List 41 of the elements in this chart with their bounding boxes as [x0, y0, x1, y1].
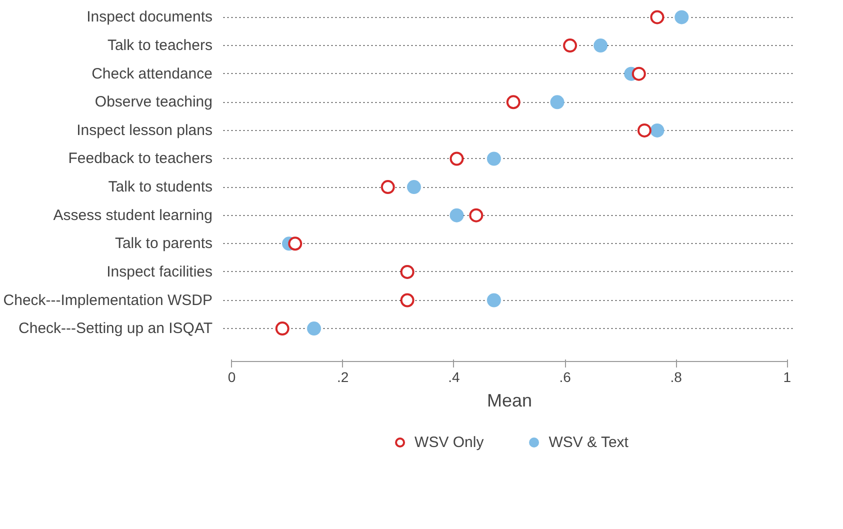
point: [563, 38, 578, 53]
y-tick-label: Check---Setting up an ISQAT: [18, 320, 212, 338]
y-tick-label: Check---Implementation WSDP: [3, 292, 213, 309]
point: [632, 66, 646, 81]
point: [486, 293, 501, 308]
y-tick-label: Talk to parents: [114, 235, 213, 252]
y-tick-label: Inspect documents: [86, 8, 213, 26]
y-tick-label: Inspect lesson plans: [76, 122, 213, 139]
x-axis-title: Mean: [486, 390, 532, 410]
point: [637, 123, 652, 138]
y-tick-label: Inspect facilities: [106, 263, 213, 280]
x-tick-label: .6: [559, 369, 572, 386]
point: [450, 152, 464, 166]
x-tick-label: 0: [228, 369, 236, 386]
y-tick-label: Talk to teachers: [107, 37, 213, 54]
point: [550, 95, 564, 110]
legend-label: WSV Only: [414, 434, 484, 450]
point: [469, 208, 484, 222]
point: [486, 152, 501, 166]
y-tick-label: Feedback to teachers: [68, 150, 213, 168]
y-tick-label: Check attendance: [92, 65, 213, 82]
point: [400, 293, 414, 308]
point: [406, 180, 421, 194]
x-tick-label: .2: [337, 369, 349, 386]
point: [275, 322, 290, 336]
point: [650, 123, 664, 138]
point: [380, 180, 395, 194]
point: [506, 95, 520, 110]
point: [450, 208, 464, 222]
x-tick-label: 1: [783, 369, 792, 386]
x-tick-label: .4: [448, 369, 460, 386]
point: [594, 38, 608, 53]
y-tick-label: Talk to students: [108, 178, 213, 196]
legend-label: WSV & Text: [548, 434, 628, 450]
point: [307, 322, 322, 336]
y-tick-label: Assess student learning: [53, 206, 213, 224]
point: [650, 10, 664, 24]
y-tick-label: Observe teaching: [94, 94, 213, 111]
point: [674, 10, 689, 24]
x-tick-label: .8: [670, 369, 682, 386]
point: [288, 236, 302, 251]
